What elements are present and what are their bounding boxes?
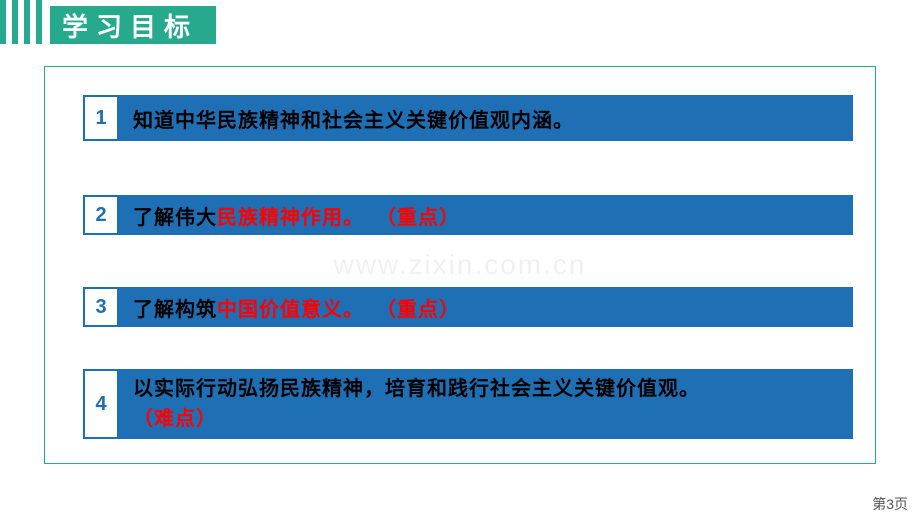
objective-number: 3 [83,287,119,327]
text-accent: 中国价值意义。 [217,293,364,322]
text-note: （重点） [376,201,460,230]
text-note: （难点） [133,404,853,434]
text-segment: 以实际行动弘扬民族精神，培育和践行社会主义关键价值观。 [133,374,700,404]
objective-text: 了解构筑中国价值意义。 （重点） [119,287,853,327]
watermark: www.zixin.com.cn [334,249,587,281]
objective-item-1: 1 知道中华民族精神和社会主义关键价值观内涵。 [83,95,853,141]
page-number: 第3页 [872,494,908,514]
objective-number: 4 [83,369,119,439]
header-stripes [0,0,50,44]
objective-text: 以实际行动弘扬民族精神，培育和践行社会主义关键价值观。 （难点） [119,369,853,439]
objective-item-2: 2 了解伟大民族精神作用。 （重点） [83,195,853,235]
objective-number: 1 [83,95,119,141]
slide-title: 学习目标 [50,6,216,44]
objective-text: 了解伟大民族精神作用。 （重点） [119,195,853,235]
objective-number: 2 [83,195,119,235]
text-accent: 民族精神作用。 [217,201,364,230]
text-note: （重点） [376,293,460,322]
content-frame: www.zixin.com.cn 1 知道中华民族精神和社会主义关键价值观内涵。… [44,66,876,464]
text-segment: 知道中华民族精神和社会主义关键价值观内涵。 [133,104,574,133]
text-segment: 了解构筑 [133,293,217,322]
objective-item-4: 4 以实际行动弘扬民族精神，培育和践行社会主义关键价值观。 （难点） [83,369,853,439]
text-segment: 了解伟大 [133,201,217,230]
objective-item-3: 3 了解构筑中国价值意义。 （重点） [83,287,853,327]
objective-text: 知道中华民族精神和社会主义关键价值观内涵。 [119,95,853,141]
